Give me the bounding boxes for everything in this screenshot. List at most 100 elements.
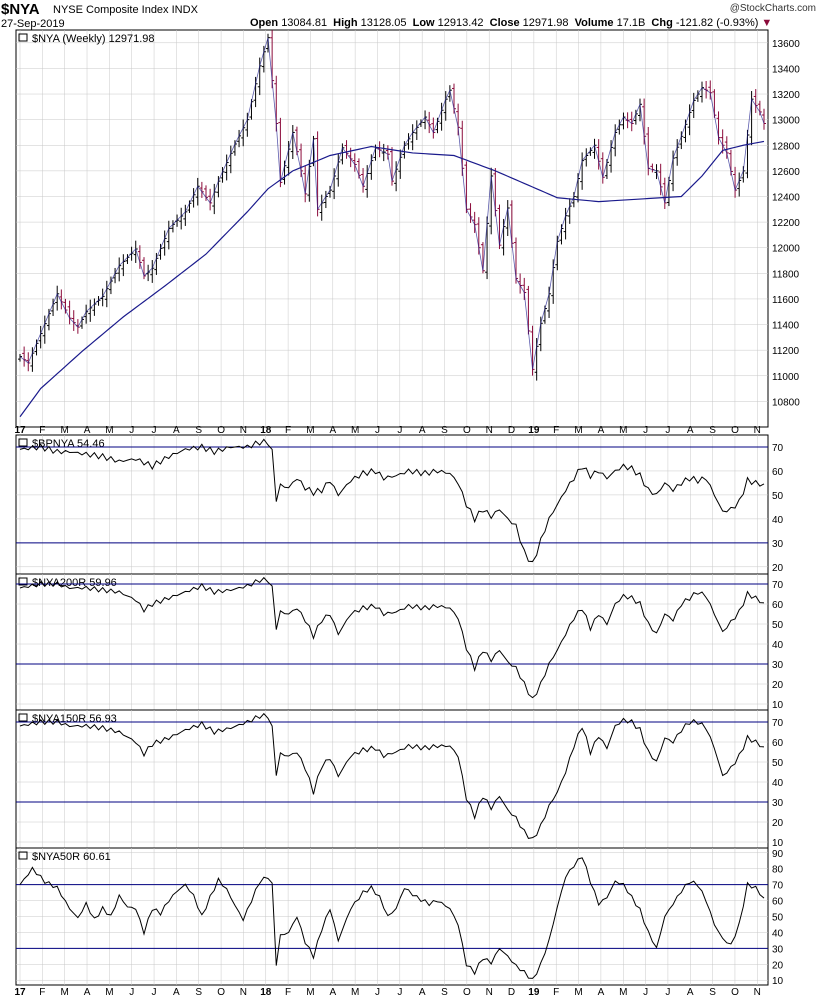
y-tick-label: 70 (772, 580, 784, 591)
legend-swatch-icon (18, 577, 28, 586)
x-tick-label: J (375, 987, 380, 998)
x-tick-label: M (61, 987, 69, 998)
x-tick-label: M (351, 425, 359, 436)
index-name: NYSE Composite Index INDX (53, 4, 198, 16)
panel-legend: $NYA (Weekly) 12971.98 (32, 33, 155, 45)
chart-date: 27-Sep-2019 (1, 18, 65, 30)
y-tick-label: 11400 (772, 321, 800, 332)
x-tick-label: D (508, 987, 515, 998)
y-tick-label: 50 (772, 620, 784, 631)
y-tick-label: 10 (772, 838, 784, 849)
x-tick-label: J (129, 987, 134, 998)
y-tick-label: 12400 (772, 192, 800, 203)
x-tick-label: S (195, 987, 202, 998)
x-tick-label: A (419, 987, 426, 998)
legend-swatch-icon (18, 33, 28, 42)
x-tick-label: A (329, 425, 336, 436)
x-tick-label: 17 (14, 425, 26, 436)
x-tick-label: N (240, 987, 247, 998)
volume-label: Volume (574, 17, 614, 29)
exchange: INDX (171, 4, 198, 16)
x-tick-label: J (665, 987, 670, 998)
y-tick-label: 60 (772, 738, 784, 749)
moving-average-line (19, 140, 765, 418)
low-label: Low (412, 17, 435, 29)
x-tick-label: A (598, 425, 605, 436)
x-tick-label: S (441, 987, 448, 998)
close-line (19, 37, 765, 370)
legend-swatch-icon (18, 438, 28, 447)
close-label: Close (489, 17, 520, 29)
x-tick-label: A (173, 425, 180, 436)
y-tick-label: 10 (772, 976, 784, 987)
x-tick-label: S (441, 425, 448, 436)
y-tick-label: 11200 (772, 346, 800, 357)
y-tick-label: 30 (772, 798, 784, 809)
x-tick-label: O (217, 425, 225, 436)
x-tick-label: J (397, 987, 402, 998)
y-tick-label: 12000 (772, 244, 800, 255)
x-tick-label: 19 (528, 425, 540, 436)
x-tick-label: F (285, 987, 291, 998)
x-tick-label: N (486, 987, 493, 998)
x-tick-label: N (240, 425, 247, 436)
x-tick-label: F (553, 425, 559, 436)
x-tick-label: A (687, 425, 694, 436)
x-tick-label: M (619, 987, 627, 998)
x-tick-label: A (687, 987, 694, 998)
x-tick-label: J (397, 425, 402, 436)
panel-legend: $NYA150R 56.93 (32, 713, 117, 725)
ohlc-readout: Open 13084.81 High 13128.05 Low 12913.42… (250, 17, 775, 29)
panel-legend: $NYA50R 60.61 (32, 851, 111, 863)
y-tick-label: 50 (772, 491, 784, 502)
x-tick-label: M (351, 987, 359, 998)
x-tick-label: A (419, 425, 426, 436)
x-tick-label: M (61, 425, 69, 436)
y-tick-label: 40 (772, 640, 784, 651)
x-tick-label: A (84, 425, 91, 436)
high-label: High (333, 17, 358, 29)
y-tick-label: 13600 (772, 39, 800, 50)
x-tick-label: F (39, 425, 45, 436)
close-value: 12971.98 (522, 17, 569, 29)
y-tick-label: 40 (772, 928, 784, 939)
index-title: NYSE Composite Index (53, 4, 169, 16)
y-tick-label: 13400 (772, 64, 800, 75)
x-tick-label: M (574, 425, 582, 436)
x-tick-label: J (375, 425, 380, 436)
panel-frame (15, 573, 769, 711)
open-value: 13084.81 (281, 17, 328, 29)
x-tick-label: J (643, 987, 648, 998)
y-tick-label: 13200 (772, 90, 800, 101)
indicator-line (19, 438, 765, 563)
x-tick-label: N (754, 987, 761, 998)
x-tick-label: D (508, 425, 515, 436)
y-tick-label: 40 (772, 778, 784, 789)
indicator-line (19, 712, 765, 839)
y-tick-label: 30 (772, 944, 784, 955)
x-tick-label: 18 (260, 987, 272, 998)
x-tick-label: S (709, 987, 716, 998)
y-tick-label: 60 (772, 467, 784, 478)
y-tick-label: 20 (772, 818, 784, 829)
x-tick-label: M (306, 425, 314, 436)
x-tick-label: 18 (260, 425, 272, 436)
x-tick-label: M (619, 425, 627, 436)
x-tick-label: O (217, 987, 225, 998)
high-value: 13128.05 (360, 17, 407, 29)
stockcharts-credit[interactable]: @StockCharts.com (729, 3, 816, 14)
x-tick-label: O (463, 987, 471, 998)
y-tick-label: 60 (772, 600, 784, 611)
y-tick-label: 12800 (772, 141, 800, 152)
legend-swatch-icon (18, 713, 28, 722)
x-tick-label: A (329, 987, 336, 998)
chart-header: $NYA NYSE Composite Index INDX 27-Sep-20… (0, 0, 820, 30)
x-tick-label: J (152, 987, 157, 998)
volume-value: 17.1B (616, 17, 646, 29)
y-tick-label: 12600 (772, 167, 800, 178)
x-tick-label: M (105, 987, 113, 998)
y-tick-label: 13000 (772, 116, 800, 127)
panel-frame (15, 29, 769, 428)
legend-swatch-icon (18, 851, 28, 860)
